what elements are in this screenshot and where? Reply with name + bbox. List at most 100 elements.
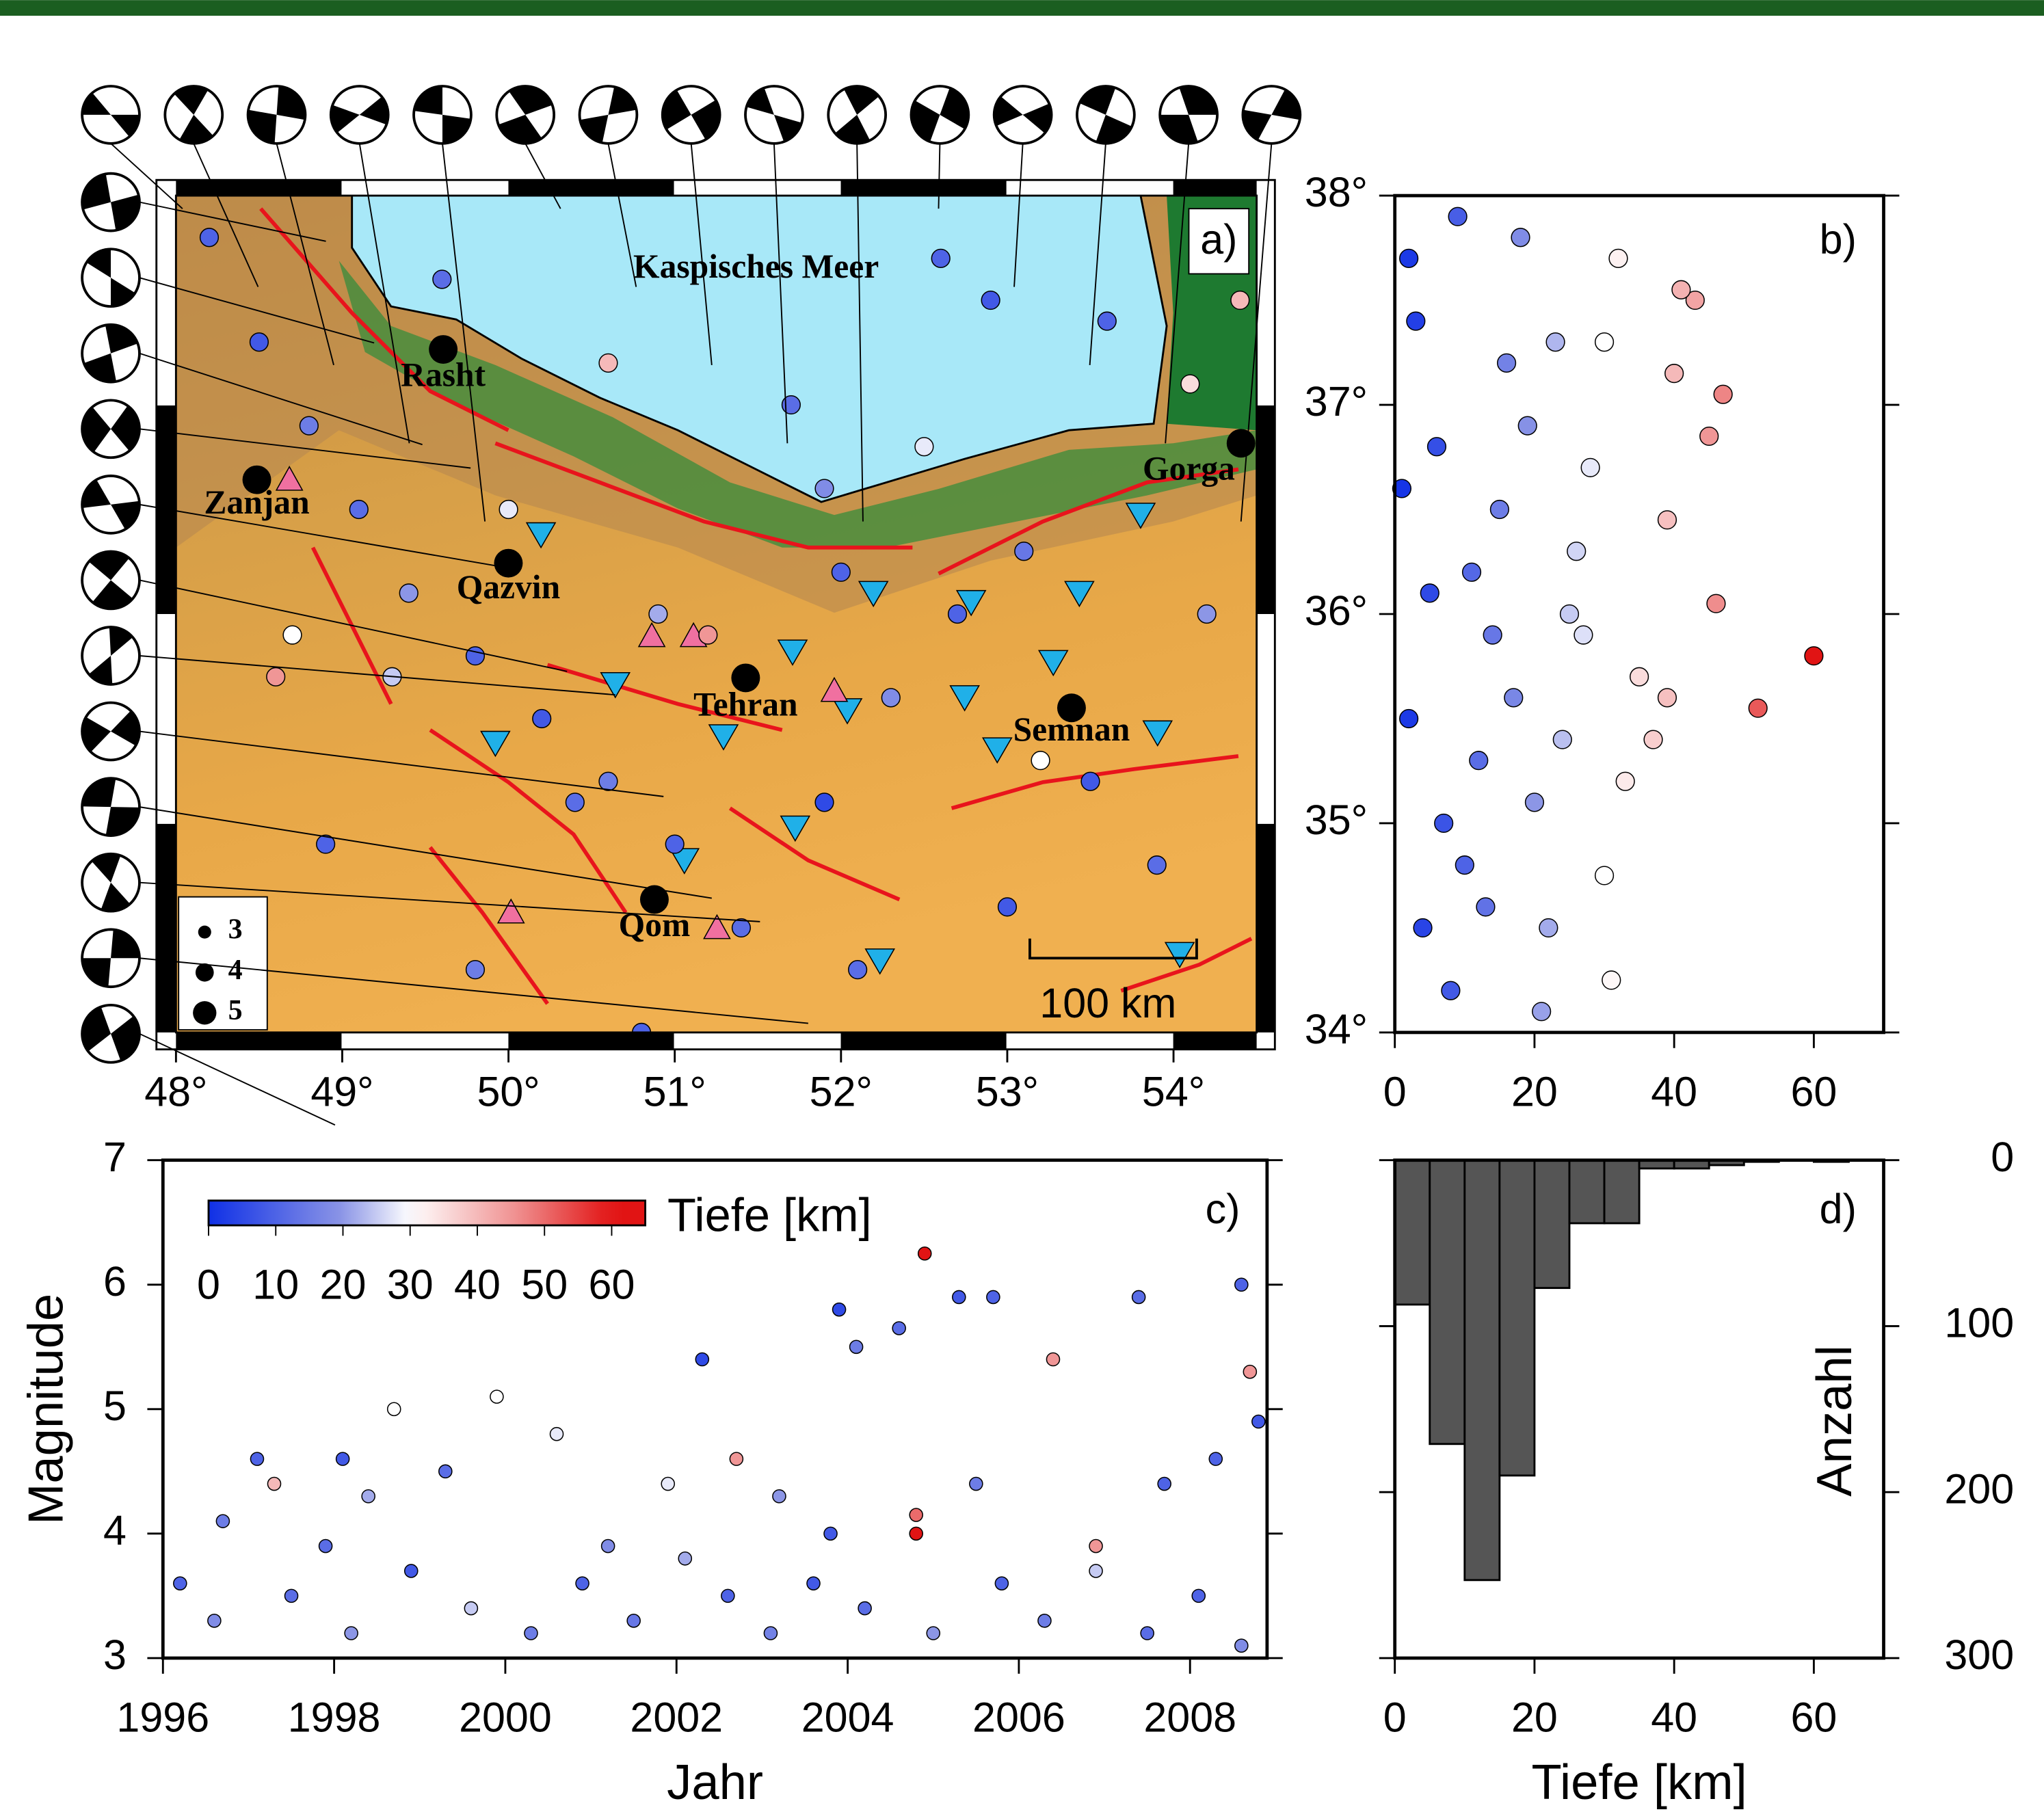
- event: [1097, 311, 1117, 331]
- y-tick-label: 38°: [1305, 169, 1368, 215]
- y-tick-label: 3: [103, 1631, 127, 1678]
- data-point: [1037, 1613, 1052, 1628]
- leader-line: [139, 655, 615, 696]
- data-point: [1243, 1364, 1258, 1379]
- focal-mechanism-fill: [82, 405, 140, 453]
- station: [864, 948, 896, 975]
- focal-mechanism-fill: [248, 86, 306, 144]
- frame-block: [176, 1032, 342, 1050]
- caspian-sea: [351, 196, 1168, 503]
- x-tick-label: 53°: [976, 1069, 1039, 1115]
- fault: [728, 806, 901, 902]
- leader-line: [358, 143, 410, 444]
- data-point: [1483, 625, 1502, 645]
- city-marker: [494, 548, 523, 578]
- colorbar: [207, 1199, 647, 1227]
- y-tick-label: 34°: [1305, 1006, 1368, 1052]
- data-point: [763, 1626, 778, 1640]
- event: [831, 562, 851, 582]
- legend-symbol: [198, 925, 211, 939]
- y-tick-label: 5: [103, 1383, 127, 1429]
- frame-block: [508, 1032, 674, 1050]
- data-point: [1559, 604, 1580, 624]
- data-point: [600, 1538, 615, 1554]
- x-tick-label: 2008: [1143, 1694, 1236, 1741]
- event: [648, 604, 668, 624]
- event: [665, 834, 685, 854]
- leader-line: [1089, 143, 1106, 365]
- data-point: [823, 1526, 838, 1541]
- data-point: [1234, 1277, 1249, 1292]
- data-point: [661, 1476, 676, 1491]
- data-point: [806, 1576, 821, 1590]
- data-point: [917, 1246, 932, 1261]
- histogram-bar: [1603, 1159, 1641, 1225]
- event: [532, 708, 552, 729]
- event: [1230, 290, 1250, 310]
- frame-block: [1256, 405, 1275, 614]
- data-point: [1664, 364, 1684, 384]
- event: [731, 918, 752, 938]
- event: [981, 290, 1000, 310]
- y-tick-label: 0: [1991, 1134, 2014, 1180]
- fault: [1120, 937, 1253, 993]
- x-axis-label: Jahr: [667, 1755, 763, 1810]
- data-point: [1448, 206, 1468, 226]
- data-point: [1804, 646, 1824, 666]
- data-point: [490, 1389, 504, 1404]
- station: [780, 815, 811, 842]
- legend-label: 5: [228, 995, 243, 1026]
- panel-label: a): [1200, 216, 1237, 263]
- x-tick-label: 60: [1790, 1694, 1837, 1741]
- x-tick-label: 0: [1383, 1069, 1407, 1115]
- data-point: [386, 1402, 401, 1417]
- data-point: [1574, 625, 1593, 645]
- focal-mechanism-fill: [994, 96, 1052, 133]
- data-point: [1413, 918, 1433, 938]
- map-background: [176, 196, 1257, 1032]
- leader-line: [1013, 143, 1024, 287]
- station: [949, 685, 980, 712]
- colorbar-tick-label: 50: [521, 1262, 568, 1308]
- data-point: [909, 1508, 924, 1522]
- data-point: [1511, 228, 1530, 248]
- data-point: [729, 1452, 744, 1466]
- event: [349, 499, 369, 520]
- panel-label: d): [1820, 1186, 1857, 1232]
- city-marker: [242, 465, 271, 494]
- data-point: [1251, 1414, 1266, 1429]
- event: [598, 353, 618, 373]
- station: [1037, 650, 1069, 677]
- faults: [259, 207, 1253, 1005]
- data-point: [695, 1352, 710, 1367]
- leader-line: [525, 143, 561, 209]
- city-label: Semnan: [1013, 710, 1130, 748]
- event: [299, 416, 319, 436]
- data-point: [1567, 542, 1587, 561]
- data-point: [1713, 384, 1733, 404]
- data-point: [575, 1576, 589, 1590]
- x-tick-label: 20: [1511, 1069, 1558, 1115]
- leader-line: [442, 143, 486, 522]
- station: [777, 639, 808, 666]
- fault: [429, 728, 628, 914]
- data-point: [403, 1564, 419, 1578]
- station: [820, 676, 849, 702]
- focal-mechanism-fill: [580, 86, 637, 143]
- station: [703, 914, 731, 940]
- histogram-bar: [1568, 1159, 1606, 1225]
- colorbar-tick-label: 30: [387, 1262, 434, 1308]
- data-point: [969, 1476, 983, 1491]
- station: [637, 622, 666, 648]
- data-point: [1594, 866, 1615, 885]
- data-point: [909, 1526, 924, 1541]
- focal-mechanism-fill: [82, 929, 140, 987]
- data-point: [207, 1613, 222, 1628]
- leader-line: [139, 881, 760, 922]
- x-tick-label: 52°: [810, 1069, 873, 1115]
- y-tick-label: 6: [103, 1258, 127, 1305]
- station: [1142, 720, 1173, 747]
- data-point: [549, 1426, 564, 1441]
- focal-mechanism-fill: [330, 96, 388, 133]
